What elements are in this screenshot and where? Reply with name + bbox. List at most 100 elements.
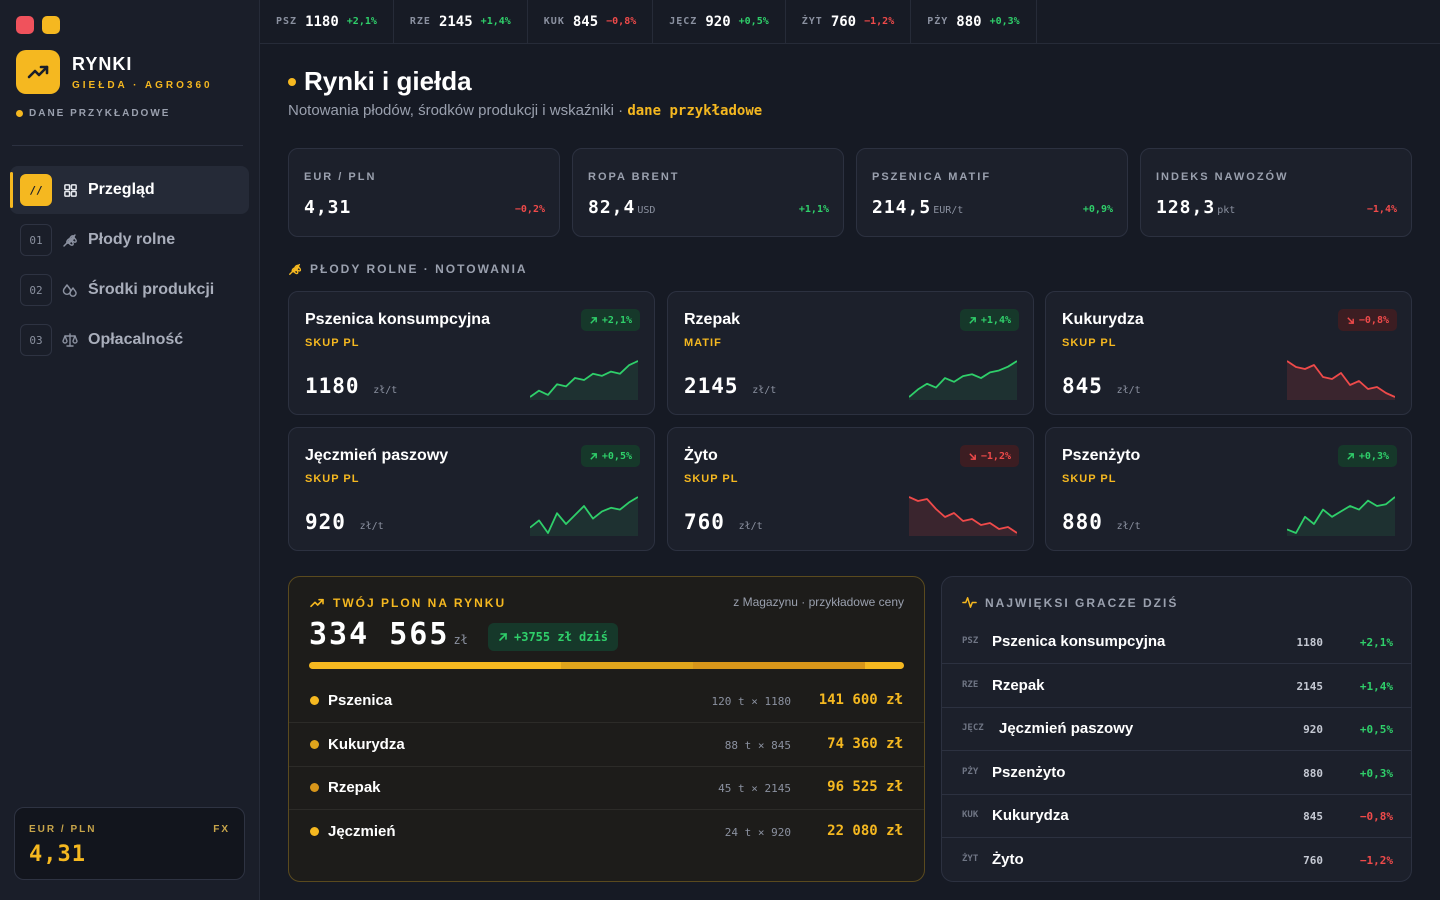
mover-row[interactable]: PŻY Pszenżyto 880 +0,3% — [942, 752, 1411, 795]
mover-row[interactable]: PSZ Pszenica konsumpcyjna 1180 +2,1% — [942, 621, 1411, 664]
sparkline-area — [909, 361, 1017, 400]
wheat-icon — [289, 263, 302, 275]
yield-value: 22 080 zł — [827, 822, 903, 839]
nav-item-production-means[interactable]: 02 Środki produkcji — [10, 266, 249, 314]
window-minimize-button[interactable] — [42, 16, 60, 34]
page-title-text: Rynki i giełda — [304, 66, 472, 96]
yield-today-value: +3755 zł dziś — [514, 630, 608, 644]
mover-row[interactable]: JĘCZ Jęczmień paszowy 920 +0,5% — [942, 708, 1411, 752]
crop-name: Pszenica konsumpcyjna — [305, 311, 490, 328]
brand-subtitle: GIEŁDA · AGRO360 — [72, 80, 213, 91]
crop-source: SKUP PL — [305, 473, 360, 485]
crop-price-unit: zł/t — [1116, 521, 1141, 532]
ticker-item[interactable]: KUK 845 −0,8% — [528, 0, 654, 43]
crop-price-value: 920 — [305, 510, 346, 534]
ticker-item[interactable]: ŻYT 760 −1,2% — [786, 0, 912, 43]
mover-change: −1,2% — [1359, 854, 1393, 867]
sparkline-area — [909, 497, 1017, 536]
crop-source: SKUP PL — [1062, 337, 1117, 349]
kpi-card[interactable]: PSZENICA MATIF 214,5 EUR/t +0,9% — [856, 148, 1128, 237]
mover-change: −0,8% — [1359, 810, 1393, 824]
change-badge-value: +2,1% — [601, 314, 632, 326]
kpi-card[interactable]: INDEKS NAWOZÓW 128,3 pkt −1,4% — [1140, 148, 1412, 237]
yield-row[interactable]: Kukurydza 88 t × 845 74 360 zł — [289, 724, 924, 767]
nav-item-crops[interactable]: 01 Płody rolne — [10, 216, 249, 264]
nav-item-number: 03 — [20, 324, 52, 356]
yield-row[interactable]: Jęczmień 24 t × 920 22 080 zł — [289, 811, 924, 854]
ticker-code: KUK — [543, 16, 565, 27]
ticker-code: RZE — [409, 16, 431, 27]
kpi-card[interactable]: EUR / PLN 4,31 −0,2% — [288, 148, 560, 237]
activity-icon — [962, 597, 977, 608]
crop-card[interactable]: Jęczmień paszowy SKUP PL 920 zł/t +0,5% — [288, 427, 655, 551]
ticker-item[interactable]: PSZ 1180 +2,1% — [260, 0, 394, 43]
yield-row[interactable]: Pszenica 120 t × 1180 141 600 zł — [289, 680, 924, 723]
yield-bar-segment — [864, 662, 904, 669]
nav-item-profitability[interactable]: 03 Opłacalność — [10, 316, 249, 364]
ticker-item[interactable]: JĘCZ 920 +0,5% — [653, 0, 786, 43]
mover-change: +2,1% — [1359, 636, 1393, 649]
crop-card[interactable]: Rzepak MATIF 2145 zł/t +1,4% — [667, 291, 1034, 415]
window-close-button[interactable] — [16, 16, 34, 34]
wheat-icon — [62, 232, 78, 248]
sparkline-chart — [909, 496, 1017, 536]
mover-code: ŻYT — [962, 854, 979, 864]
crop-card[interactable]: Pszenica konsumpcyjna SKUP PL 1180 zł/t +2,… — [288, 291, 655, 415]
crop-card[interactable]: Pszenżyto SKUP PL 880 zł/t +0,3% — [1045, 427, 1412, 551]
mover-price: 2145 — [1296, 679, 1324, 693]
crop-source: SKUP PL — [305, 337, 360, 349]
brand-title: RYNKI — [72, 54, 133, 74]
ticker-code: PSZ — [276, 16, 298, 27]
price-ticker: PSZ 1180 +2,1% RZE 2145 +1,4% KUK 845 −0,8% JĘCZ 9… — [260, 0, 1440, 44]
ticker-item[interactable]: PŻY 880 +0,3% — [911, 0, 1037, 43]
crop-name: Jęczmień paszowy — [305, 447, 449, 464]
yield-crop-name: Rzepak — [328, 779, 381, 796]
mover-row[interactable]: ŻYT Żyto 760 −1,2% — [942, 839, 1411, 881]
crop-price: 845 zł/t — [1062, 374, 1141, 398]
yield-today-badge: +3755 zł dziś — [488, 623, 618, 651]
ticker-code: ŻYT — [801, 16, 823, 27]
sparkline-chart — [530, 496, 638, 536]
sparkline-line — [909, 496, 1017, 534]
mover-name: Pszenżyto — [992, 763, 1066, 781]
yield-calculation: 88 t × 845 — [724, 738, 791, 752]
yield-value: 96 525 zł — [827, 779, 903, 795]
yield-note: z Magazynu · przykładowe ceny — [733, 595, 904, 609]
sparkline-area — [1287, 497, 1395, 536]
ticker-code: PŻY — [927, 16, 949, 27]
change-badge: −1,2% — [959, 445, 1019, 467]
ticker-change: −0,8% — [606, 16, 637, 27]
ticker-item[interactable]: RZE 2145 +1,4% — [394, 0, 528, 43]
nav-item-overview[interactable]: // Przegląd — [10, 166, 249, 214]
mover-name: Pszenica konsumpcyjna — [992, 633, 1166, 650]
yield-row[interactable]: Rzepak 45 t × 2145 96 525 zł — [289, 767, 924, 810]
crop-price-value: 1180 — [305, 374, 360, 398]
mover-name: Jęczmień paszowy — [999, 720, 1134, 738]
crop-card[interactable]: Kukurydza SKUP PL 845 zł/t −0,8% — [1045, 291, 1412, 415]
kpi-change: +1,1% — [798, 204, 829, 215]
change-badge-value: −0,8% — [1358, 314, 1389, 326]
status-dot — [16, 110, 23, 117]
arrow-down-right-icon — [1347, 316, 1354, 324]
crop-card[interactable]: Żyto SKUP PL 760 zł/t −1,2% — [667, 427, 1034, 551]
crop-color-dot — [310, 783, 319, 792]
scale-icon — [62, 332, 78, 348]
movers-title: NAJWIĘKSI GRACZE DZIŚ — [962, 595, 1178, 610]
ticker-value: 1180 — [305, 13, 339, 30]
yield-bar-segment — [560, 662, 694, 669]
arrow-up-right-icon — [1347, 452, 1354, 460]
kpi-label: EUR / PLN — [304, 171, 377, 183]
mover-price: 1180 — [1296, 636, 1324, 649]
ticker-value: 920 — [705, 13, 731, 30]
kpi-unit: EUR/t — [933, 205, 964, 216]
divider — [12, 145, 243, 146]
kpi-label: INDEKS NAWOZÓW — [1156, 171, 1289, 183]
ticker-change: +2,1% — [346, 16, 377, 27]
yield-total: 334 565 zł — [309, 617, 468, 652]
ticker-code: JĘCZ — [669, 16, 698, 27]
crop-price-value: 845 — [1062, 374, 1103, 398]
kpi-card[interactable]: ROPA BRENT 82,4 USD +1,1% — [572, 148, 844, 237]
mover-row[interactable]: RZE Rzepak 2145 +1,4% — [942, 665, 1411, 708]
sparkline-area — [1287, 361, 1395, 400]
mover-row[interactable]: KUK Kukurydza 845 −0,8% — [942, 795, 1411, 839]
